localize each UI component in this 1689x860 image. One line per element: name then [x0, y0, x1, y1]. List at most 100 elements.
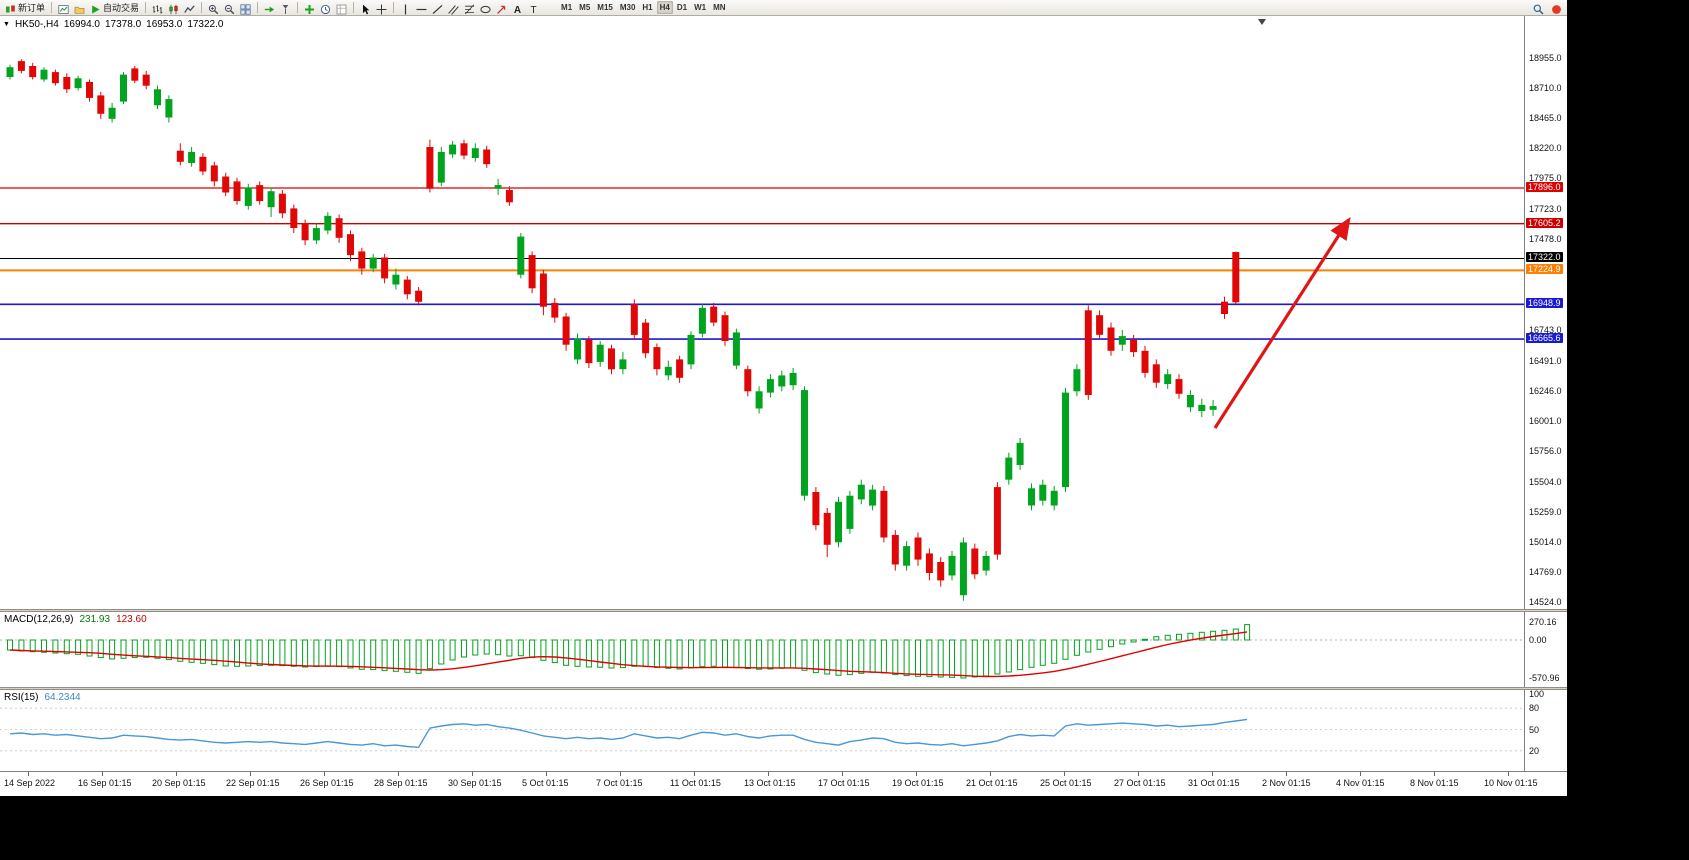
time-tick	[102, 772, 103, 776]
macd-signal-line	[9, 631, 1248, 678]
price-level-chip: 16665.6	[1526, 333, 1563, 343]
timeframe-m1-button[interactable]: M1	[561, 3, 573, 12]
price-tick: 17723.0	[1529, 204, 1562, 214]
macd-chart-surface[interactable]	[0, 612, 1524, 687]
arrows-button[interactable]	[494, 1, 509, 15]
time-label: 13 Oct 01:15	[744, 778, 796, 788]
candle-chart-button[interactable]	[166, 1, 181, 15]
timeframe-mn-button[interactable]: MN	[713, 3, 726, 12]
price-tick: 15756.0	[1529, 446, 1562, 456]
price-tick: 14769.0	[1529, 567, 1562, 577]
candlestick-chart-icon	[168, 2, 179, 15]
quote-close: 17322.0	[187, 19, 224, 30]
macd-panel[interactable]: MACD(12,26,9) 231.93 123.60 270.16 0.00 -5…	[0, 612, 1567, 687]
periods-button[interactable]	[318, 1, 333, 15]
time-tick	[620, 772, 621, 776]
fibonacci-icon	[464, 2, 475, 15]
time-tick	[546, 772, 547, 776]
notification-badge[interactable]	[1549, 1, 1564, 15]
notification-icon	[1551, 2, 1562, 14]
templates-button[interactable]	[334, 1, 349, 15]
crosshair-button[interactable]	[374, 1, 389, 15]
macd-axis[interactable]: 270.16 0.00 -570.96	[1524, 612, 1566, 687]
price-tick: 18955.0	[1529, 53, 1562, 63]
price-level-chip: 17896.0	[1526, 182, 1563, 192]
vertical-line-icon	[400, 2, 411, 15]
zoom-out-button[interactable]	[222, 1, 237, 15]
macd-signal-value: 123.60	[116, 614, 147, 625]
text-label-button[interactable]: T	[526, 1, 541, 16]
quote-low: 16953.0	[146, 19, 183, 30]
timeframe-w1-button[interactable]: W1	[694, 3, 707, 12]
profiles-button[interactable]	[72, 1, 87, 15]
new-order-button[interactable]: 新订单	[3, 1, 47, 15]
rsi-chart-surface[interactable]	[0, 690, 1524, 771]
toolbar-separator	[51, 2, 53, 13]
price-chart-panel[interactable]: ▼ HK50-,H4 16994.0 17378.0 16953.0 17322…	[0, 16, 1567, 609]
line-chart-button[interactable]	[182, 1, 197, 15]
shapes-button[interactable]	[478, 1, 493, 15]
trendline-button[interactable]	[430, 1, 445, 15]
panel-splitter[interactable]	[0, 609, 1567, 612]
arrows-icon	[496, 2, 507, 14]
timeframe-h4-button[interactable]: H4	[656, 1, 673, 14]
time-tick	[1360, 772, 1361, 776]
candlestick-chart-surface[interactable]	[0, 16, 1524, 609]
toolbar-separator	[201, 2, 203, 13]
bar-chart-button[interactable]	[150, 1, 165, 15]
mt4-window: 新订单 自动交易 A T M1 M5 M15 M30 H1 H4 D1 W1 MN ▼ HK50-,H4…	[0, 0, 1567, 796]
chart-shift-button[interactable]	[278, 1, 293, 15]
rsi-panel[interactable]: RSI(15) 64.2344 100 80 50 20	[0, 689, 1567, 771]
timeframe-m15-button[interactable]: M15	[597, 3, 613, 12]
timeframe-h1-button[interactable]: H1	[642, 3, 653, 12]
text-button[interactable]: A	[510, 1, 525, 16]
charts-button[interactable]	[56, 1, 71, 15]
time-label: 26 Sep 01:15	[300, 778, 354, 788]
time-tick	[250, 772, 251, 776]
svg-text:T: T	[530, 5, 536, 15]
toolbar-right	[1531, 1, 1564, 15]
toolbar: 新订单 自动交易 A T M1 M5 M15 M30 H1 H4 D1 W1 MN	[0, 0, 1567, 16]
line-chart-icon	[184, 2, 195, 13]
autotrading-button-label: 自动交易	[103, 3, 140, 13]
toolbar-separator	[353, 2, 355, 13]
tile-windows-button[interactable]	[238, 1, 253, 15]
rsi-title: RSI(15)	[4, 692, 39, 703]
cursor-button[interactable]	[358, 1, 373, 15]
quote-open: 16994.0	[63, 19, 100, 30]
time-label: 20 Sep 01:15	[152, 778, 206, 788]
time-tick	[916, 772, 917, 776]
cursor-icon	[360, 2, 371, 15]
templates-icon	[336, 2, 347, 15]
time-tick	[1286, 772, 1287, 776]
timeframe-m30-button[interactable]: M30	[619, 3, 636, 12]
symbol-dropdown-caret[interactable]: ▼	[3, 21, 10, 28]
zoom-in-button[interactable]	[206, 1, 221, 15]
indicators-button[interactable]	[302, 1, 317, 15]
charts-icon	[58, 2, 69, 14]
auto-scroll-button[interactable]	[262, 1, 277, 15]
time-axis[interactable]: 14 Sep 2022 16 Sep 01:15 20 Sep 01:15 22 Se…	[0, 771, 1567, 796]
time-tick	[1138, 772, 1139, 776]
search-button[interactable]	[1531, 1, 1546, 15]
horizontal-line-button[interactable]	[414, 1, 429, 15]
price-tick: 18710.0	[1529, 83, 1562, 93]
autotrading-button[interactable]: 自动交易	[88, 1, 141, 15]
price-tick: 17975.0	[1529, 173, 1562, 183]
fibonacci-button[interactable]	[462, 1, 477, 15]
panel-splitter[interactable]	[0, 687, 1567, 690]
timeframe-group: M1 M5 M15 M30 H1 H4 D1 W1 MN	[558, 1, 729, 14]
price-axis[interactable]: 18955.0 18710.0 18465.0 18220.0 17975.0 17723…	[1524, 16, 1566, 609]
vertical-line-button[interactable]	[398, 1, 413, 15]
price-tick: 14524.0	[1529, 597, 1562, 607]
toolbar-separator	[393, 2, 395, 13]
timeframe-m5-button[interactable]: M5	[579, 3, 591, 12]
rsi-axis-tick: 100	[1529, 689, 1545, 699]
channel-button[interactable]	[446, 1, 461, 15]
rsi-axis[interactable]: 100 80 50 20	[1524, 689, 1566, 771]
price-tick: 18465.0	[1529, 113, 1562, 123]
rsi-axis-tick: 20	[1529, 746, 1540, 756]
time-label: 28 Sep 01:15	[374, 778, 428, 788]
price-tick: 15014.0	[1529, 537, 1562, 547]
timeframe-d1-button[interactable]: D1	[676, 3, 688, 12]
